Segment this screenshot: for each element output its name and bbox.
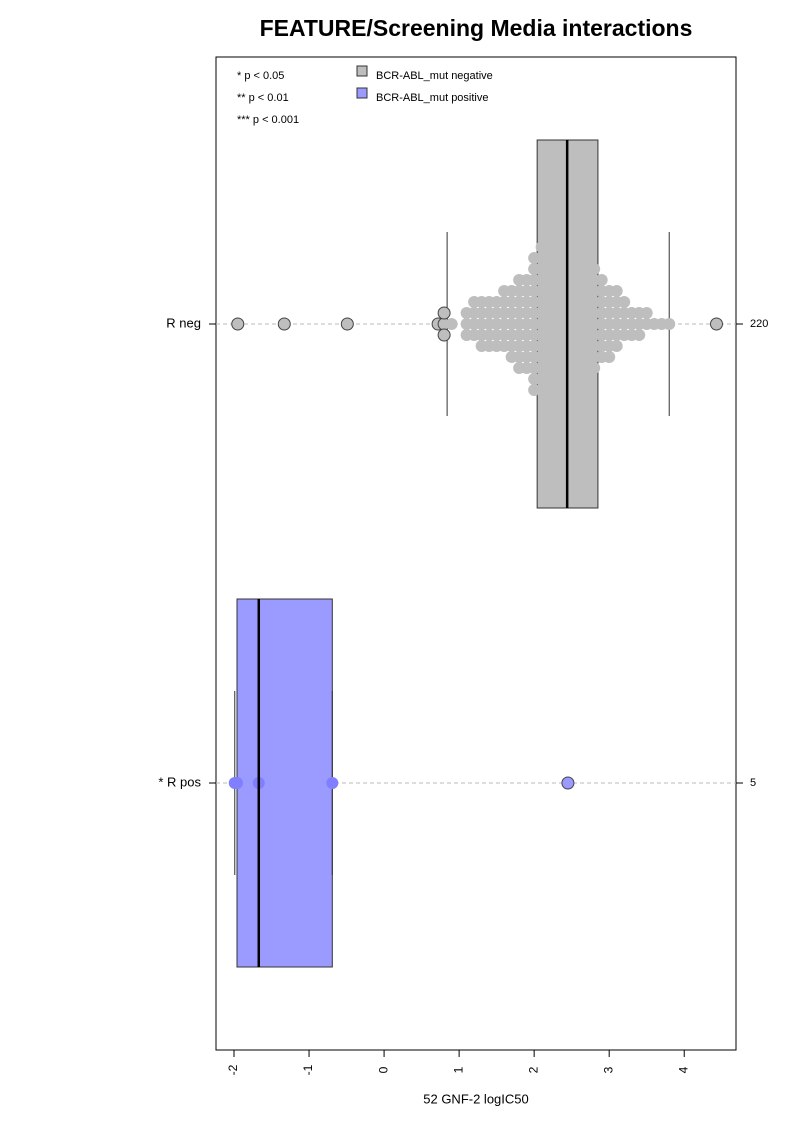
- plot-frame: [215, 56, 737, 1051]
- point: [595, 274, 608, 286]
- point: [610, 340, 623, 352]
- significance-note: ** p < 0.01: [237, 92, 289, 104]
- outlier-point: [340, 317, 354, 331]
- x-tick-label: 1: [451, 1066, 465, 1073]
- legend-swatch: [356, 87, 368, 99]
- point: [588, 263, 601, 275]
- point: [580, 373, 593, 385]
- point: [663, 318, 676, 330]
- point: [640, 307, 653, 319]
- outlier-point: [437, 306, 451, 320]
- point: [573, 384, 586, 396]
- y-tick-label: R neg: [166, 315, 201, 330]
- point: [445, 318, 458, 330]
- point: [610, 285, 623, 297]
- point: [565, 395, 578, 407]
- x-tick-label: -1: [301, 1064, 315, 1075]
- count-label: 220: [750, 318, 768, 330]
- point: [231, 777, 244, 789]
- point: [326, 777, 339, 789]
- point: [565, 241, 578, 253]
- legend-label: BCR-ABL_mut positive: [376, 92, 489, 104]
- point: [633, 329, 646, 341]
- x-axis-label: 52 GNF-2 logIC50: [423, 1091, 529, 1106]
- outlier-point: [561, 776, 575, 790]
- x-tick-label: 4: [676, 1066, 690, 1073]
- significance-note: * p < 0.05: [237, 70, 284, 82]
- legend-swatch: [356, 65, 368, 77]
- x-tick-label: 2: [526, 1066, 540, 1073]
- outlier-point: [277, 317, 291, 331]
- outlier-point: [437, 328, 451, 342]
- legend-label: BCR-ABL_mut negative: [376, 70, 493, 82]
- point: [588, 362, 601, 374]
- x-tick-label: -2: [226, 1064, 240, 1075]
- point: [580, 252, 593, 264]
- point: [618, 296, 631, 308]
- y-tick-label: * R pos: [158, 774, 201, 789]
- count-label: 5: [750, 777, 756, 789]
- outlier-point: [709, 317, 723, 331]
- x-tick-label: 0: [376, 1066, 390, 1073]
- significance-note: *** p < 0.001: [237, 114, 299, 126]
- outlier-point: [231, 317, 245, 331]
- point: [603, 351, 616, 363]
- box: [236, 598, 333, 968]
- chart-title: FEATURE/Screening Media interactions: [260, 15, 693, 41]
- x-tick-label: 3: [601, 1066, 615, 1073]
